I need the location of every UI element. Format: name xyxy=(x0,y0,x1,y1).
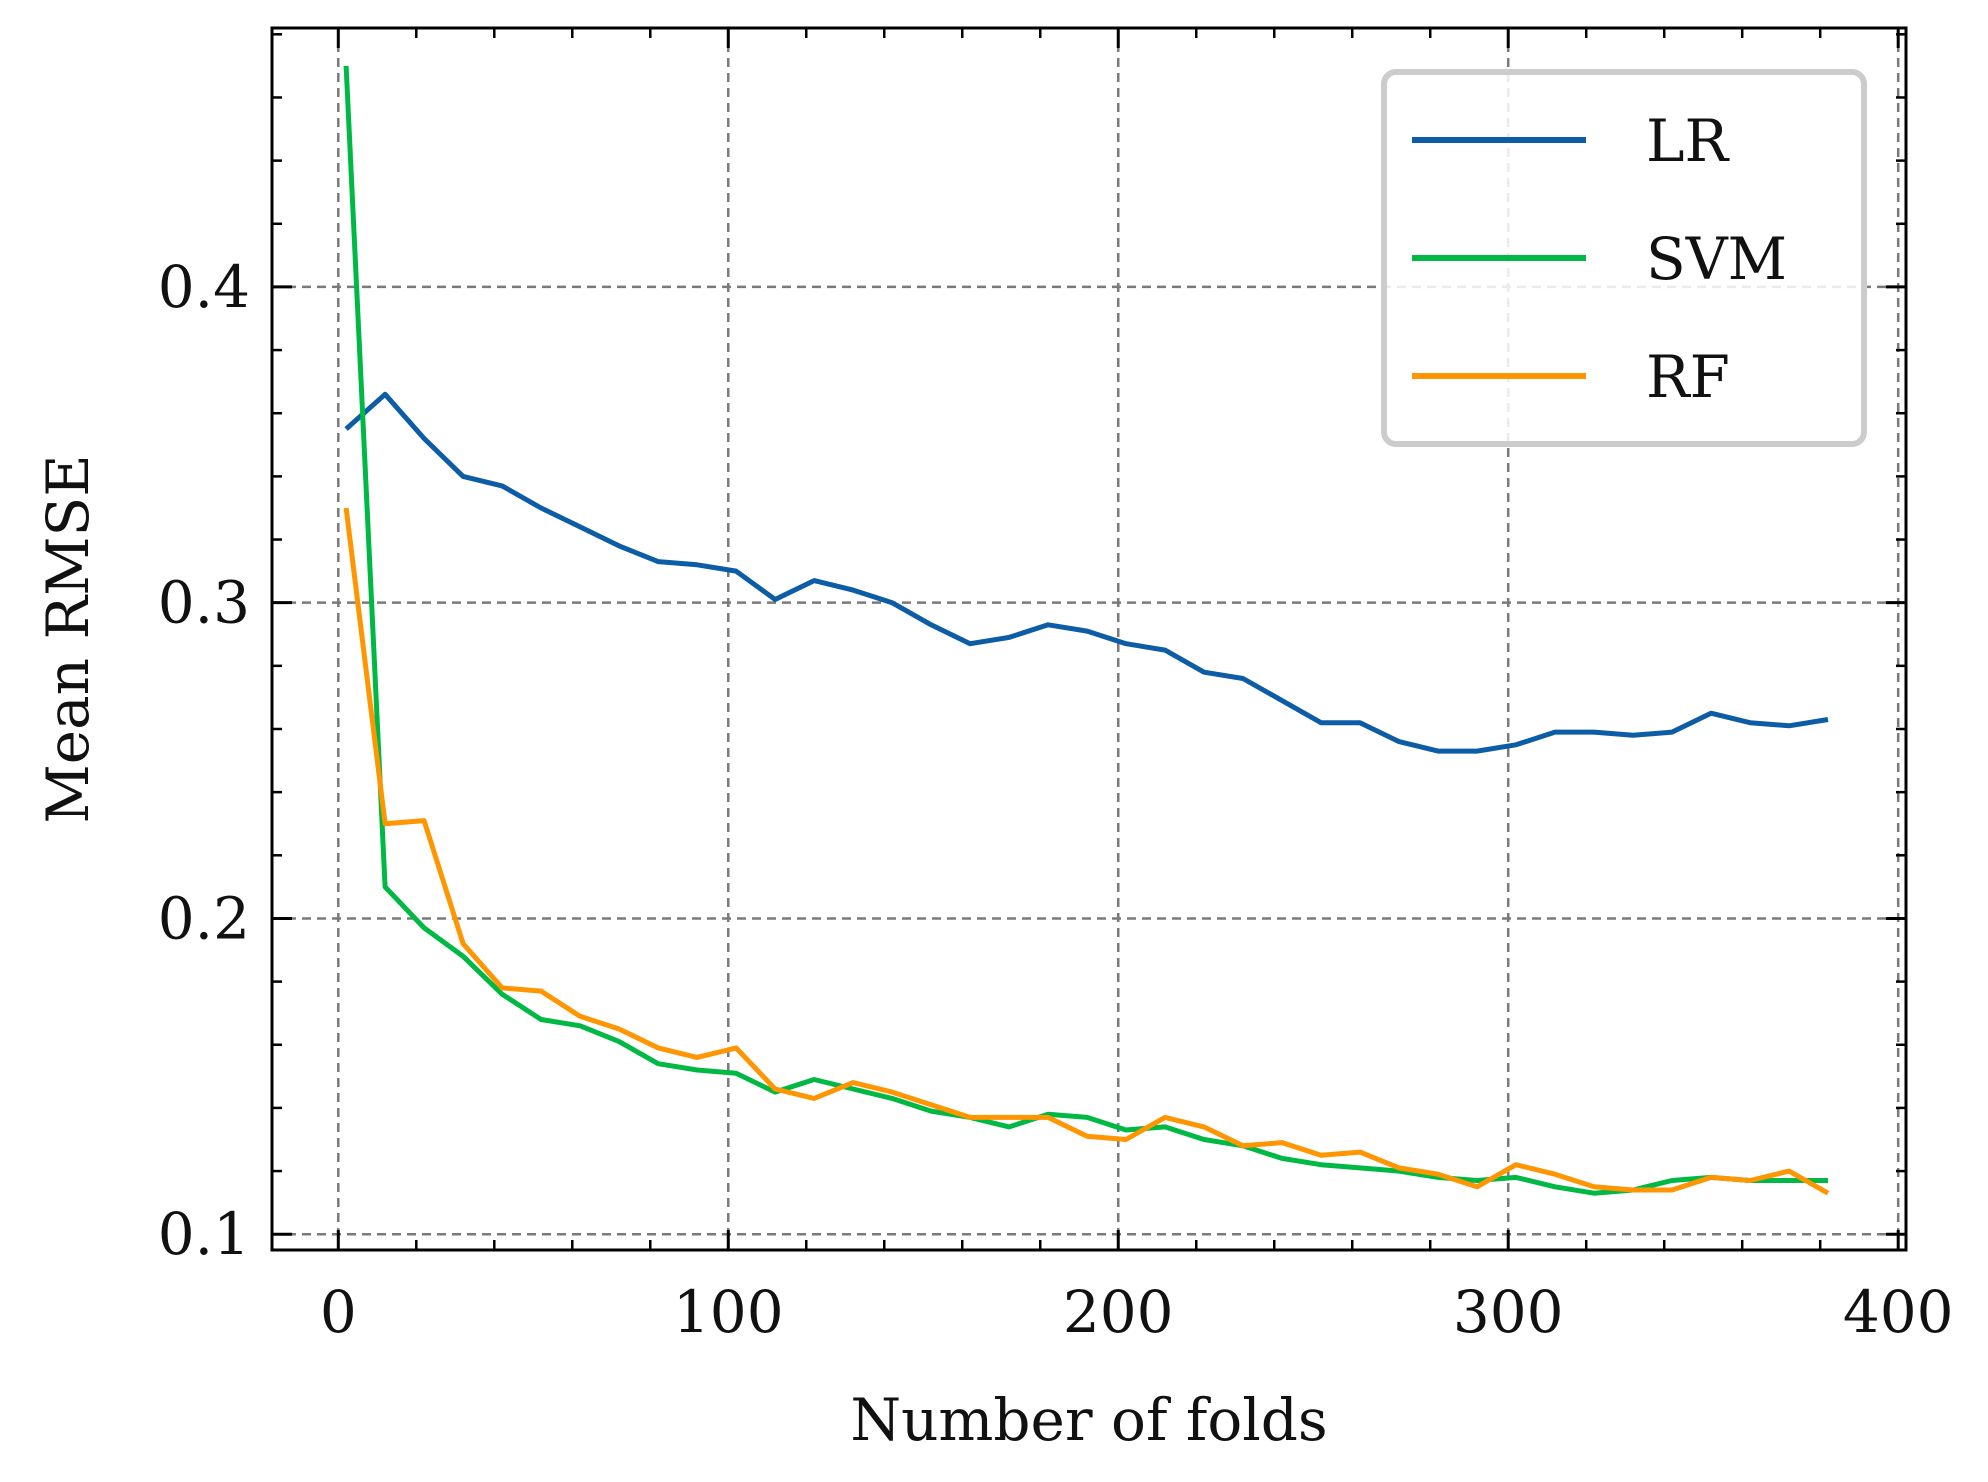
legend-box xyxy=(1381,69,1867,447)
legend: LR SVM RF xyxy=(1381,69,1867,447)
axes-frame xyxy=(270,26,1908,1252)
series-line-rf xyxy=(343,507,1830,1196)
tick-labels: 0 100 200 300 400 0.1 0.2 0.3 0.4 xyxy=(158,253,1954,1346)
legend-label-rf: RF xyxy=(1646,343,1730,411)
plot-area xyxy=(343,65,1830,1196)
legend-label-svm: SVM xyxy=(1646,225,1787,293)
y-tick-label: 0.2 xyxy=(158,884,250,952)
y-tick-label: 0.1 xyxy=(158,1200,250,1268)
x-tick-label: 100 xyxy=(673,1278,784,1346)
x-tick-label: 0 xyxy=(320,1278,357,1346)
legend-label-lr: LR xyxy=(1646,107,1731,175)
x-tick-label: 300 xyxy=(1453,1278,1564,1346)
axis-ticks xyxy=(272,28,1906,1250)
x-axis-label: Number of folds xyxy=(850,1386,1327,1454)
series-line-svm xyxy=(343,65,1828,1196)
x-tick-label: 400 xyxy=(1843,1278,1954,1346)
series-line-lr xyxy=(344,391,1829,754)
x-tick-label: 200 xyxy=(1063,1278,1174,1346)
y-tick-label: 0.3 xyxy=(158,569,250,637)
y-tick-label: 0.4 xyxy=(158,253,250,321)
y-axis-label: Mean RMSE xyxy=(34,454,102,823)
